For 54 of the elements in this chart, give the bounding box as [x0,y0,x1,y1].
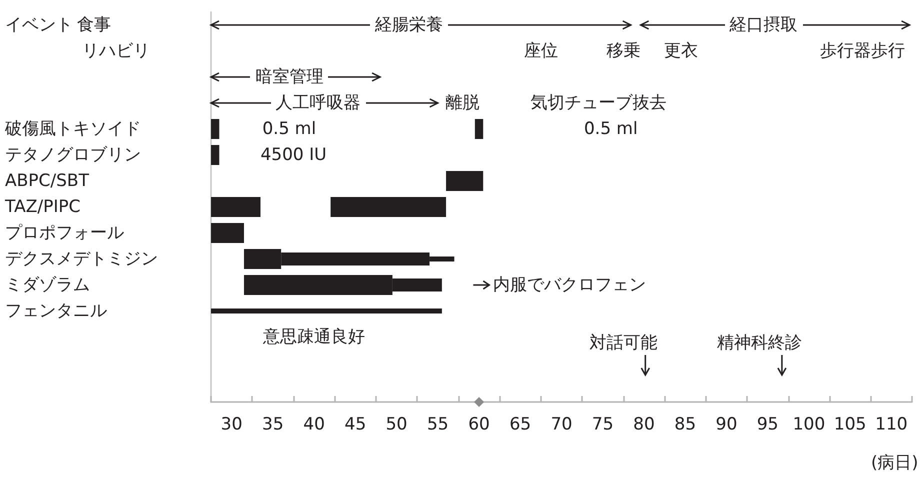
x-tick-label: 55 [426,414,449,434]
bar [446,171,484,191]
y-tick-label: TAZ/PIPC [4,197,80,217]
bar [211,145,220,165]
x-tick-label: 75 [592,414,614,434]
y-tick-label: フェンタニル [5,301,107,321]
y-tick-label: ABPC/SBT [5,171,90,191]
annotation: 0.5 ml [262,119,316,139]
x-axis-title: (病日) [871,453,918,473]
annotation: 暗室管理 [250,67,328,87]
annotation: 歩行器歩行 [820,41,906,61]
x-tick-label: 65 [509,414,532,434]
x-tick-label: 30 [220,414,242,434]
x-tick-label: 35 [262,414,284,434]
bar [211,223,244,243]
x-tick-label: 100 [792,414,826,434]
bar [330,197,446,217]
y-tick-label: ミダゾラム [5,275,90,295]
x-tick-label: 90 [716,414,738,434]
annotation: 更衣 [664,41,698,61]
y-axis-title: イベント [5,15,73,35]
x-tick-label: 70 [550,414,572,434]
annotation: 経口摂取 [724,15,803,35]
x-tick-label: 95 [756,414,778,434]
x-tick-label: 45 [344,414,366,434]
text: リハビリ [82,41,150,61]
annotation: 人工呼吸器 [270,93,366,113]
x-tick-label: 85 [674,414,696,434]
annotation: 対話可能 [589,333,658,353]
annotation: 内服でバクロフェン [493,275,646,295]
bar [211,308,442,314]
x-tick-label: 60 [468,414,490,434]
annotation: 意思疎通良好 [263,327,366,347]
annotation: 離脱 [446,93,480,113]
text: 食事 [77,15,111,35]
y-tick-label: 破傷風トキソイド [4,119,141,139]
annotation: 4500 IU [260,145,327,165]
bar [211,197,260,217]
x-tick-label: 105 [834,414,866,434]
y-tick-label: デクスメデトミジン [5,249,158,269]
y-tick-label: プロポフォール [5,223,124,243]
y-tick-label: テタノグロブリン [5,145,141,165]
annotation: 気切チューブ抜去 [530,93,667,113]
x-tick-label: 110 [875,414,908,434]
bar [211,119,220,139]
x-tick-label: 80 [633,414,655,434]
x-tick-label: 40 [303,414,325,434]
annotation: 精神科終診 [716,333,802,353]
annotation: 0.5 ml [584,119,638,139]
bar [474,119,484,139]
annotation: 座位 [524,41,558,61]
x-tick-label: 50 [386,414,408,434]
annotation: 経腸栄養 [370,15,448,35]
annotation: 移乗 [606,41,640,61]
